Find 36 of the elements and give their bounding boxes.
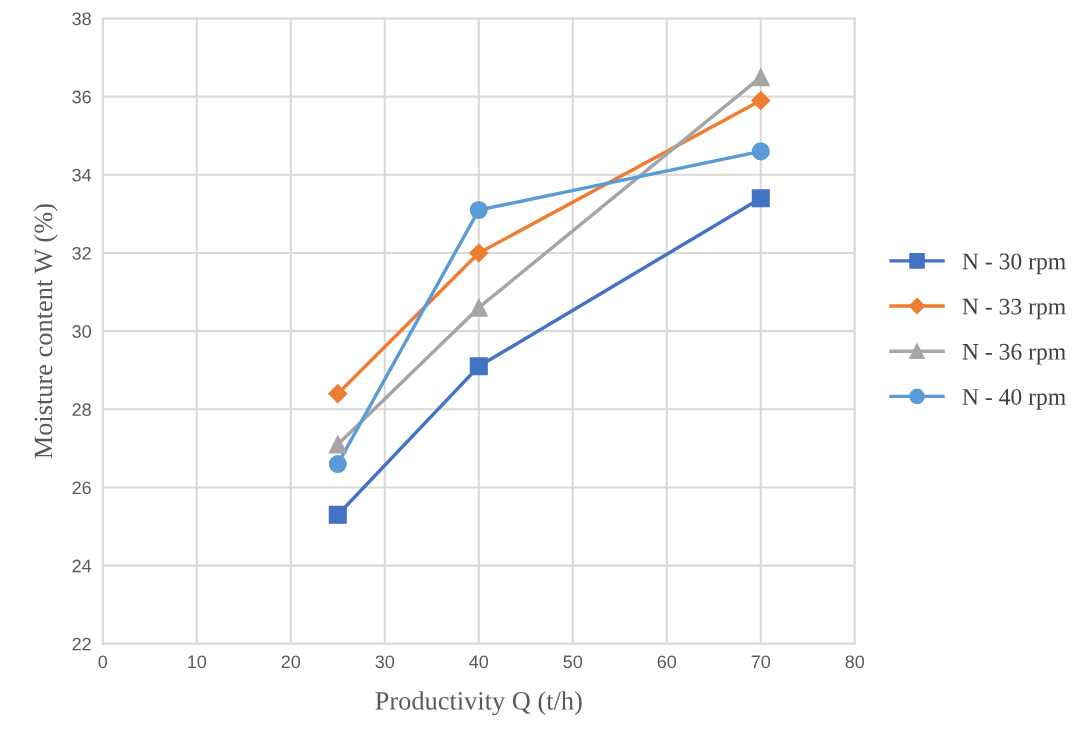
legend-label: N - 33 rpm [962,298,1066,320]
x-tick-label: 0 [98,655,108,669]
point [469,298,488,317]
point [328,454,347,474]
point [751,189,770,208]
legend-label: N - 40 rpm [962,388,1066,410]
y-tick-label: 36 [72,90,91,104]
y-tick-label: 38 [72,12,91,26]
x-tick-label: 50 [563,655,583,669]
x-tick-label: 10 [188,655,207,669]
point [469,200,488,220]
x-tick-label: 80 [845,655,865,669]
y-tick-label: 34 [72,168,92,182]
y-tick-label: 26 [72,481,91,495]
x-tick-label: 70 [751,655,771,669]
point [469,243,489,263]
y-tick-label: 32 [72,246,91,260]
y-tick-label: 28 [72,403,91,417]
y-tick-label: 24 [72,559,92,573]
x-tick-label: 20 [281,655,301,669]
legend-label: N - 36 rpm [962,343,1066,365]
point [751,68,770,87]
x-axis-title: Productivity Q (t/h) [375,691,582,716]
point [751,142,770,161]
point [328,384,348,404]
point [469,357,488,376]
point [328,505,347,524]
y-tick-label: 30 [72,325,91,338]
point [328,435,347,454]
x-tick-label: 40 [469,655,489,669]
y-axis-title: Moisture content W (%) [33,204,58,459]
legend-label: N - 30 rpm [962,253,1066,275]
point [751,91,771,111]
x-tick-label: 30 [375,655,395,669]
y-tick-label: 22 [72,637,91,651]
x-tick-label: 60 [657,655,677,669]
